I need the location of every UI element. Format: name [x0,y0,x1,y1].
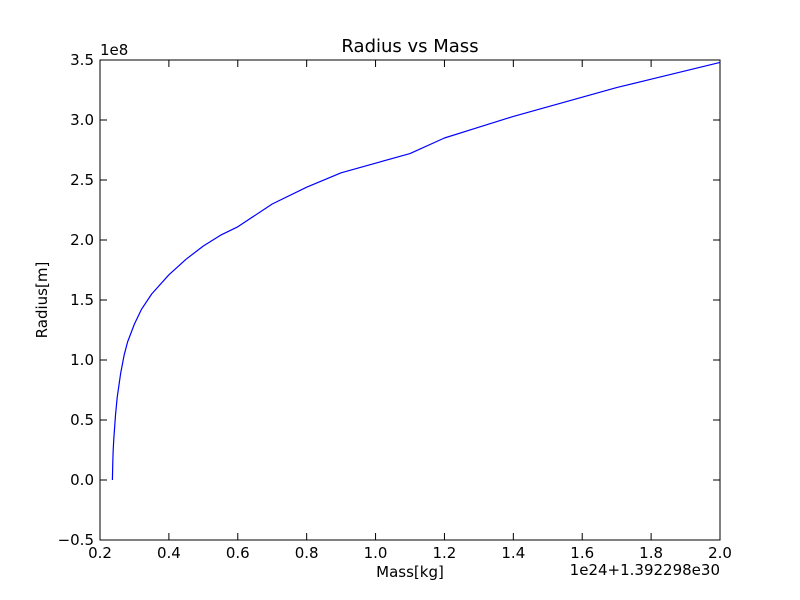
x-axis-offset-label: 1e24+1.392298e30 [570,561,720,579]
x-tick-label: 2.0 [708,544,732,562]
x-tick-label: 1.6 [570,544,594,562]
y-axis-title: Radius[m] [33,262,51,339]
series-lines [111,61,721,481]
y-tick-label: 2.0 [70,231,94,249]
x-tick-label: 1.4 [501,544,525,562]
radius-mass-line [111,61,721,481]
x-tick-label: 0.4 [157,544,181,562]
y-tick-label: 0.5 [70,411,94,429]
plot-area-frame [99,59,721,541]
y-tick-label: 2.5 [70,171,94,189]
chart-title: Radius vs Mass [341,36,478,57]
y-tick-label: 3.0 [70,111,94,129]
x-tick-label: 1.2 [433,544,457,562]
x-tick-label: 0.8 [295,544,319,562]
x-tick-label: 0.6 [226,544,250,562]
y-tick-label: −0.5 [58,531,94,549]
y-axis-offset-label: 1e8 [100,41,128,59]
axis-tick-labels: 0.2 0.4 0.6 0.8 1.0 1.2 1.4 1.6 1.8 2.0 −0.5 0.0 0.5… [58,51,732,562]
y-tick-label: 1.0 [70,351,94,369]
y-tick-label: 3.5 [70,51,94,69]
y-tick-label: 1.5 [70,291,94,309]
x-axis-title: Mass[kg] [376,563,444,581]
axis-ticks [99,59,721,541]
x-tick-label: 1.8 [639,544,663,562]
x-tick-label: 0.2 [88,544,112,562]
y-tick-label: 0.0 [70,471,94,489]
x-tick-label: 1.0 [364,544,388,562]
